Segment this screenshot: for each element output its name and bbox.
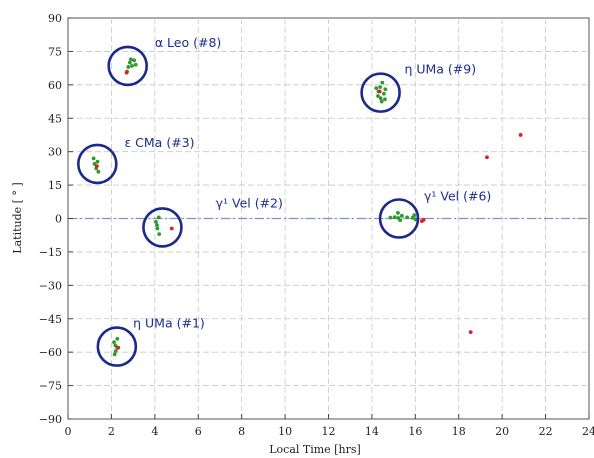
x-tick-label: 6 (195, 425, 202, 438)
green-data-point (129, 57, 133, 62)
y-tick-label: 45 (48, 112, 62, 125)
green-data-point (378, 96, 383, 101)
red-data-point (421, 217, 426, 222)
green-data-point (376, 94, 380, 98)
y-axis-ticks: −90 −75 −60 −45 −30 −15 0 15 30 45 60 75 90 (39, 12, 73, 426)
red-data-point (169, 226, 174, 231)
x-axis-label: Local Time [hrs] (269, 443, 361, 456)
y-tick-label: 0 (55, 213, 62, 226)
red-data-point (115, 345, 120, 350)
green-data-point (155, 226, 160, 231)
highlight-circle (378, 198, 420, 239)
red-data-point (468, 330, 473, 335)
x-tick-label: 10 (278, 425, 292, 438)
red-data-point (377, 89, 382, 94)
green-data-point (392, 215, 397, 220)
green-data-point (157, 232, 162, 236)
gridlines (68, 18, 589, 419)
red-data-point (518, 133, 523, 137)
green-data-point (383, 87, 388, 92)
highlight-circle (360, 72, 401, 113)
green-data-point (92, 162, 97, 166)
y-tick-label: −90 (39, 413, 62, 426)
highlight-circle (77, 143, 118, 185)
green-data-point (112, 340, 116, 345)
y-axis-label: Latitude [ ° ] (11, 182, 24, 253)
green-data-point (405, 215, 409, 220)
y-tick-label: 75 (48, 45, 62, 58)
annotation-label: η UMa (#1) (133, 316, 205, 331)
red-data-point (94, 164, 99, 169)
green-data-point (155, 223, 159, 228)
annotation-label: ε CMa (#3) (124, 135, 194, 150)
green-data-point (398, 218, 403, 223)
highlight-circle (142, 207, 183, 248)
green-data-point (95, 159, 100, 164)
green-data-point (396, 211, 400, 215)
green-data-point (113, 349, 118, 353)
x-axis-ticks: 0 2 4 6 8 10 12 14 16 18 20 22 24 (65, 414, 594, 438)
y-tick-label: 30 (48, 146, 62, 159)
x-tick-label: 12 (322, 425, 336, 438)
annotation-label: γ¹ Vel (#6) (424, 189, 491, 204)
green-data-point (115, 336, 120, 341)
y-tick-label: −60 (39, 346, 62, 359)
green-data-point (154, 219, 158, 224)
x-tick-label: 20 (495, 425, 509, 438)
data-points (91, 57, 523, 357)
star-annotations: α Leo (#8) η UMa (#9) ε CMa (#3) γ¹ Vel (#2… (77, 35, 491, 367)
annotation-label: α Leo (#8) (155, 35, 221, 50)
x-tick-label: 0 (65, 425, 72, 438)
x-tick-label: 14 (365, 425, 379, 438)
green-data-point (96, 169, 101, 174)
x-tick-label: 18 (452, 425, 466, 438)
x-tick-label: 2 (108, 425, 115, 438)
green-data-point (383, 97, 387, 102)
annotation-label: η UMa (#9) (404, 62, 476, 77)
green-data-point (380, 80, 385, 85)
green-data-point (156, 215, 161, 220)
highlight-circle (96, 326, 138, 367)
x-tick-label: 22 (539, 425, 553, 438)
y-tick-label: −30 (39, 279, 62, 292)
y-tick-label: −15 (39, 246, 62, 259)
annotation-label: γ¹ Vel (#2) (216, 195, 283, 210)
x-tick-label: 16 (408, 425, 422, 438)
green-data-point (132, 58, 137, 63)
x-tick-label: 24 (582, 425, 594, 438)
y-tick-label: −45 (39, 313, 62, 326)
x-tick-label: 4 (151, 425, 158, 438)
green-data-point (91, 156, 96, 161)
red-data-point (485, 155, 489, 160)
green-data-point (112, 352, 117, 357)
red-data-point (124, 70, 129, 75)
green-data-point (412, 213, 417, 218)
green-data-point (126, 65, 131, 69)
green-data-point (388, 215, 393, 220)
y-tick-label: 90 (48, 12, 62, 25)
x-tick-label: 8 (238, 425, 245, 438)
y-tick-label: 60 (48, 79, 62, 92)
green-data-point (399, 213, 404, 218)
green-data-point (379, 99, 384, 104)
green-data-point (133, 62, 138, 67)
y-tick-label: −75 (39, 380, 62, 393)
green-data-point (374, 86, 379, 91)
highlight-circle (107, 45, 148, 87)
green-data-point (381, 91, 386, 96)
green-data-point (127, 60, 132, 65)
green-data-point (378, 85, 383, 89)
y-tick-label: 15 (48, 179, 62, 192)
green-data-point (130, 63, 134, 68)
